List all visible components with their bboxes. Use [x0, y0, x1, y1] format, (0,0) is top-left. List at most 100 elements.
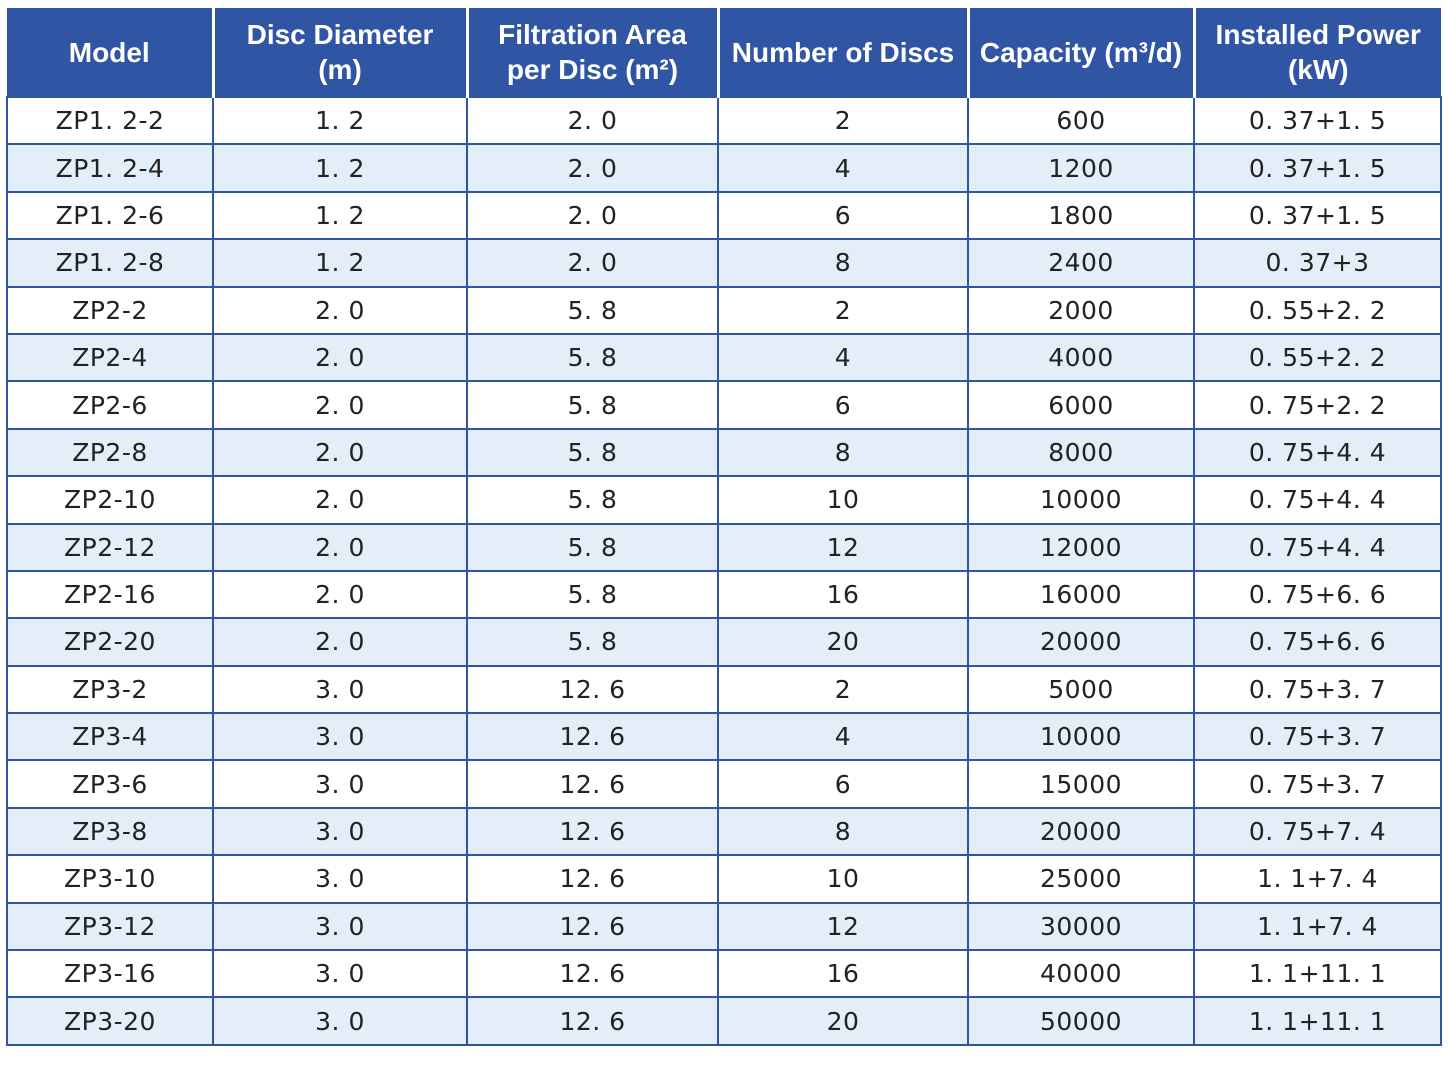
capacity-cell: 20000 — [967, 617, 1195, 667]
capacity-cell: 600 — [967, 96, 1195, 146]
table-row: ZP1. 2-4 1. 2 2. 0 4 1200 0. 37+1. 5 — [6, 143, 1442, 193]
table-row: ZP3-8 3. 0 12. 6 8 20000 0. 75+7. 4 — [6, 807, 1442, 857]
capacity-cell: 1200 — [967, 143, 1195, 193]
number-of-discs-cell: 16 — [717, 570, 969, 620]
number-of-discs-cell: 6 — [717, 380, 969, 430]
disc-diameter-cell: 2. 0 — [212, 380, 468, 430]
disc-diameter-cell: 3. 0 — [212, 807, 468, 857]
capacity-cell: 30000 — [967, 902, 1195, 952]
capacity-cell: 40000 — [967, 949, 1195, 999]
capacity-cell: 10000 — [967, 712, 1195, 762]
table-row: ZP1. 2-2 1. 2 2. 0 2 600 0. 37+1. 5 — [6, 96, 1442, 146]
disc-diameter-cell: 2. 0 — [212, 617, 468, 667]
capacity-cell: 50000 — [967, 996, 1195, 1046]
disc-diameter-cell: 1. 2 — [212, 143, 468, 193]
table-row: ZP1. 2-6 1. 2 2. 0 6 1800 0. 37+1. 5 — [6, 191, 1442, 241]
number-of-discs-cell: 2 — [717, 96, 969, 146]
table-row: ZP3-12 3. 0 12. 6 12 30000 1. 1+7. 4 — [6, 902, 1442, 952]
capacity-cell: 20000 — [967, 807, 1195, 857]
disc-diameter-cell: 1. 2 — [212, 191, 468, 241]
model-cell: ZP3-20 — [6, 996, 214, 1046]
disc-diameter-cell: 2. 0 — [212, 475, 468, 525]
spec-table-container: Model Disc Diameter (m) Filtration Area pe… — [6, 8, 1442, 1046]
filtration-area-cell: 5. 8 — [466, 428, 719, 478]
capacity-cell: 25000 — [967, 854, 1195, 904]
disc-diameter-cell: 2. 0 — [212, 523, 468, 572]
disc-diameter-cell: 2. 0 — [212, 428, 468, 478]
filtration-area-cell: 5. 8 — [466, 617, 719, 667]
header-installed-power: Installed Power (kW) — [1194, 8, 1441, 98]
filtration-area-cell: 5. 8 — [466, 380, 719, 430]
model-cell: ZP3-10 — [6, 854, 214, 904]
model-cell: ZP2-20 — [6, 617, 214, 667]
number-of-discs-cell: 20 — [717, 617, 969, 667]
table-row: ZP2-2 2. 0 5. 8 2 2000 0. 55+2. 2 — [6, 286, 1442, 335]
filtration-area-cell: 5. 8 — [466, 286, 719, 335]
table-row: ZP3-20 3. 0 12. 6 20 50000 1. 1+11. 1 — [6, 996, 1442, 1046]
installed-power-cell: 0. 75+3. 7 — [1193, 712, 1442, 762]
disc-diameter-cell: 1. 2 — [212, 238, 468, 288]
installed-power-cell: 0. 75+6. 6 — [1193, 617, 1442, 667]
header-number-of-discs: Number of Discs — [718, 8, 970, 98]
table-header-row: Model Disc Diameter (m) Filtration Area pe… — [7, 8, 1441, 98]
installed-power-cell: 0. 75+6. 6 — [1193, 570, 1442, 620]
disc-diameter-cell: 1. 2 — [212, 96, 468, 146]
model-cell: ZP2-6 — [6, 380, 214, 430]
model-cell: ZP3-12 — [6, 902, 214, 952]
installed-power-cell: 0. 75+2. 2 — [1193, 380, 1442, 430]
capacity-cell: 1800 — [967, 191, 1195, 241]
number-of-discs-cell: 10 — [717, 854, 969, 904]
capacity-cell: 5000 — [967, 665, 1195, 715]
capacity-cell: 15000 — [967, 759, 1195, 809]
filtration-area-cell: 2. 0 — [466, 96, 719, 146]
table-row: ZP2-4 2. 0 5. 8 4 4000 0. 55+2. 2 — [6, 333, 1442, 383]
model-cell: ZP3-6 — [6, 759, 214, 809]
filtration-area-cell: 12. 6 — [466, 665, 719, 715]
model-cell: ZP3-2 — [6, 665, 214, 715]
capacity-cell: 12000 — [967, 523, 1195, 572]
number-of-discs-cell: 10 — [717, 475, 969, 525]
table-row: ZP2-6 2. 0 5. 8 6 6000 0. 75+2. 2 — [6, 380, 1442, 430]
number-of-discs-cell: 16 — [717, 949, 969, 999]
capacity-cell: 2400 — [967, 238, 1195, 288]
number-of-discs-cell: 8 — [717, 807, 969, 857]
filtration-area-cell: 2. 0 — [466, 238, 719, 288]
table-row: ZP3-4 3. 0 12. 6 4 10000 0. 75+3. 7 — [6, 712, 1442, 762]
installed-power-cell: 1. 1+11. 1 — [1193, 996, 1442, 1046]
installed-power-cell: 0. 75+4. 4 — [1193, 428, 1442, 478]
disc-diameter-cell: 2. 0 — [212, 333, 468, 383]
filtration-area-cell: 12. 6 — [466, 807, 719, 857]
disc-diameter-cell: 2. 0 — [212, 570, 468, 620]
filtration-area-cell: 5. 8 — [466, 570, 719, 620]
installed-power-cell: 0. 75+7. 4 — [1193, 807, 1442, 857]
number-of-discs-cell: 4 — [717, 333, 969, 383]
model-cell: ZP2-8 — [6, 428, 214, 478]
number-of-discs-cell: 12 — [717, 523, 969, 572]
filtration-area-cell: 5. 8 — [466, 333, 719, 383]
filtration-area-cell: 12. 6 — [466, 854, 719, 904]
disc-diameter-cell: 3. 0 — [212, 712, 468, 762]
installed-power-cell: 0. 37+3 — [1193, 238, 1442, 288]
model-cell: ZP3-8 — [6, 807, 214, 857]
filtration-area-cell: 2. 0 — [466, 143, 719, 193]
spec-table: Model Disc Diameter (m) Filtration Area pe… — [6, 8, 1442, 1046]
disc-diameter-cell: 3. 0 — [212, 902, 468, 952]
number-of-discs-cell: 6 — [717, 191, 969, 241]
number-of-discs-cell: 8 — [717, 238, 969, 288]
number-of-discs-cell: 12 — [717, 902, 969, 952]
number-of-discs-cell: 4 — [717, 712, 969, 762]
number-of-discs-cell: 2 — [717, 286, 969, 335]
capacity-cell: 2000 — [967, 286, 1195, 335]
number-of-discs-cell: 8 — [717, 428, 969, 478]
model-cell: ZP1. 2-6 — [6, 191, 214, 241]
model-cell: ZP1. 2-4 — [6, 143, 214, 193]
table-row: ZP2-10 2. 0 5. 8 10 10000 0. 75+4. 4 — [6, 475, 1442, 525]
model-cell: ZP1. 2-2 — [6, 96, 214, 146]
installed-power-cell: 0. 37+1. 5 — [1193, 143, 1442, 193]
model-cell: ZP3-4 — [6, 712, 214, 762]
header-filtration-area: Filtration Area per Disc (m²) — [467, 8, 720, 98]
disc-diameter-cell: 3. 0 — [212, 996, 468, 1046]
model-cell: ZP2-10 — [6, 475, 214, 525]
disc-diameter-cell: 2. 0 — [212, 286, 468, 335]
capacity-cell: 10000 — [967, 475, 1195, 525]
